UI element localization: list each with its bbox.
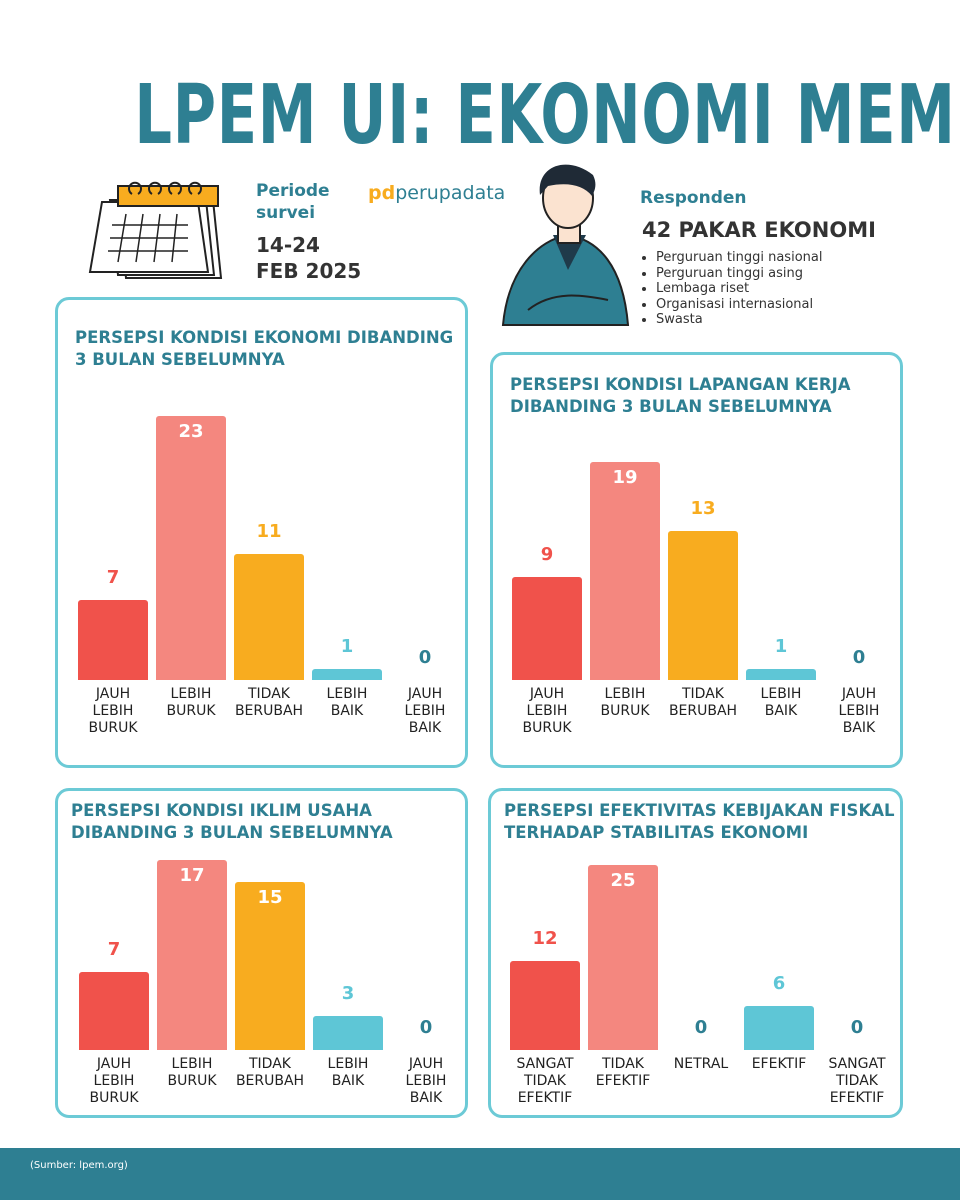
bar (744, 1005, 814, 1050)
category-label: JAUH LEBIH BURUK (89, 1056, 139, 1106)
value-label: 23 (178, 420, 204, 442)
category-label: SANGAT TIDAK EFEKTIF (516, 1056, 574, 1106)
chart-title: PERSEPSI KONDISI EKONOMI DIBANDING 3 BUL… (75, 328, 454, 369)
respondent-label: Responden (640, 188, 747, 208)
respondents: 42 PAKAR EKONOMI (642, 218, 876, 242)
value-label: 13 (690, 497, 716, 519)
bar (512, 576, 582, 680)
period: 14-24 FEB 2025 (256, 233, 362, 283)
bar (79, 971, 149, 1050)
category-label: JAUH LEBIH BAIK (404, 686, 446, 736)
value-label: 11 (256, 520, 282, 542)
brand: pdperupadata (368, 182, 506, 204)
value-label: 9 (540, 543, 554, 565)
main-title: LPEM UI: EKONOMI MEMBURUK (134, 68, 960, 163)
chart-title: PERSEPSI EFEKTIVITAS KEBIJAKAN FISKAL TE… (504, 801, 895, 842)
bar (312, 668, 382, 680)
value-label: 0 (850, 1017, 864, 1038)
category-label: JAUH LEBIH BAIK (838, 686, 880, 736)
category-label: LEBIH BURUK (600, 686, 650, 719)
category-label: TIDAK BERUBAH (235, 1056, 305, 1089)
respondent-type: Swasta (656, 312, 822, 328)
bar (156, 415, 226, 680)
brand-name: perupadata (395, 182, 506, 204)
bar (590, 461, 660, 680)
category-label: TIDAK BERUBAH (668, 686, 738, 719)
category-label: LEBIH BURUK (167, 1056, 217, 1089)
bar (746, 668, 816, 680)
category-label: TIDAK EFEKTIF (595, 1056, 651, 1089)
chart-title: PERSEPSI KONDISI IKLIM USAHA DIBANDING 3… (71, 801, 393, 842)
value-label: 0 (418, 647, 432, 668)
bar (157, 859, 227, 1050)
footer (0, 1148, 960, 1200)
category-label: SANGAT TIDAK EFEKTIF (828, 1056, 886, 1106)
category-label: LEBIH BURUK (166, 686, 216, 719)
bar (313, 1016, 383, 1050)
value-label: 15 (257, 887, 283, 908)
value-label: 7 (106, 566, 120, 588)
source: (Sumber: lpem.org) (30, 1160, 128, 1171)
value-label: 19 (612, 466, 638, 488)
value-label: 3 (341, 983, 355, 1005)
calendar-icon (88, 181, 223, 279)
bar (668, 530, 738, 680)
category-label: JAUH LEBIH BURUK (88, 686, 138, 736)
chart-panel (55, 297, 468, 768)
bar (235, 882, 305, 1050)
respondent-type: Lembaga riset (656, 281, 822, 297)
value-label: 6 (772, 972, 786, 994)
respondent-type: Perguruan tinggi nasional (656, 250, 822, 266)
category-label: JAUH LEBIH BURUK (522, 686, 572, 736)
respondent-list: Perguruan tinggi nasionalPerguruan tingg… (642, 250, 822, 328)
bar (588, 865, 658, 1050)
value-label: 0 (694, 1017, 708, 1038)
bar (510, 961, 580, 1050)
value-label: 12 (532, 928, 558, 950)
period-label: Periode survei (256, 181, 330, 223)
value-label: 17 (179, 864, 205, 886)
value-label: 1 (774, 635, 788, 657)
category-label: NETRAL (673, 1056, 729, 1072)
value-label: 7 (107, 938, 121, 960)
chart-title: PERSEPSI KONDISI LAPANGAN KERJA DIBANDIN… (510, 375, 851, 416)
bar (234, 553, 304, 680)
value-label: 25 (610, 870, 636, 891)
category-label: JAUH LEBIH BAIK (405, 1056, 447, 1106)
category-label: TIDAK BERUBAH (234, 686, 304, 719)
respondent-type: Organisasi internasional (656, 297, 822, 313)
bar (78, 599, 148, 680)
chart-panel (55, 788, 468, 1118)
value-label: 0 (852, 647, 866, 668)
chart-panel (488, 788, 903, 1118)
category-label: LEBIH BAIK (760, 686, 802, 719)
category-label: LEBIH BAIK (326, 686, 368, 719)
person-illustration (501, 164, 630, 326)
respondent-type: Perguruan tinggi asing (656, 266, 822, 282)
category-label: LEBIH BAIK (327, 1056, 369, 1089)
value-label: 1 (340, 635, 354, 657)
value-label: 0 (419, 1017, 433, 1038)
chart-panel (490, 352, 903, 768)
category-label: EFEKTIF (751, 1056, 807, 1072)
